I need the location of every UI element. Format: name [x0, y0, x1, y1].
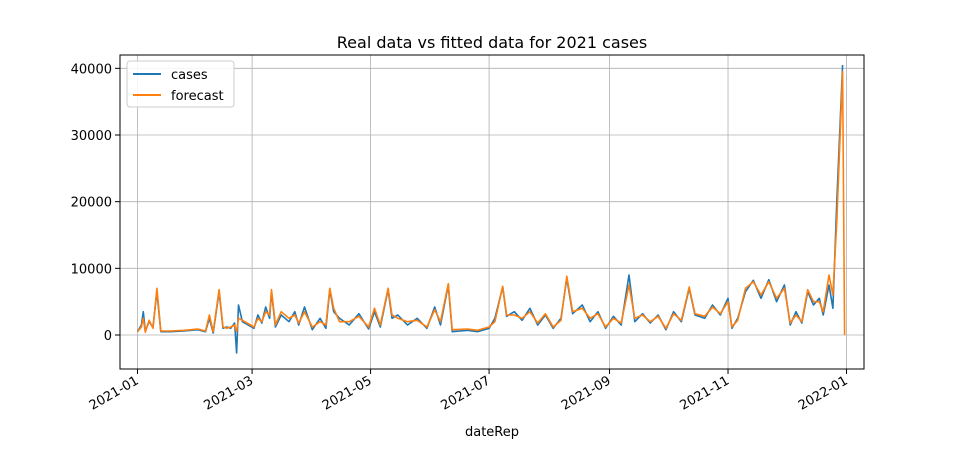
legend-label-forecast: forecast	[171, 89, 224, 104]
y-axis: 0 10000 20000 30000 40000	[71, 62, 120, 344]
series-layer	[136, 64, 846, 354]
legend-label-cases: cases	[171, 68, 208, 83]
legend: cases forecast	[126, 60, 235, 108]
chart-title: Real data vs fitted data for 2021 cases	[337, 33, 647, 52]
y-tick-label: 30000	[71, 129, 112, 144]
series-line-cases	[136, 64, 844, 354]
gridlines	[120, 55, 864, 369]
y-tick-label: 10000	[71, 262, 112, 277]
series-line-forecast	[136, 70, 846, 336]
y-tick-label: 0	[104, 329, 112, 344]
y-tick-label: 20000	[71, 196, 112, 211]
y-tick-label: 40000	[71, 62, 112, 77]
x-axis-label: dateRep	[465, 425, 519, 440]
plot-frame	[119, 54, 865, 370]
